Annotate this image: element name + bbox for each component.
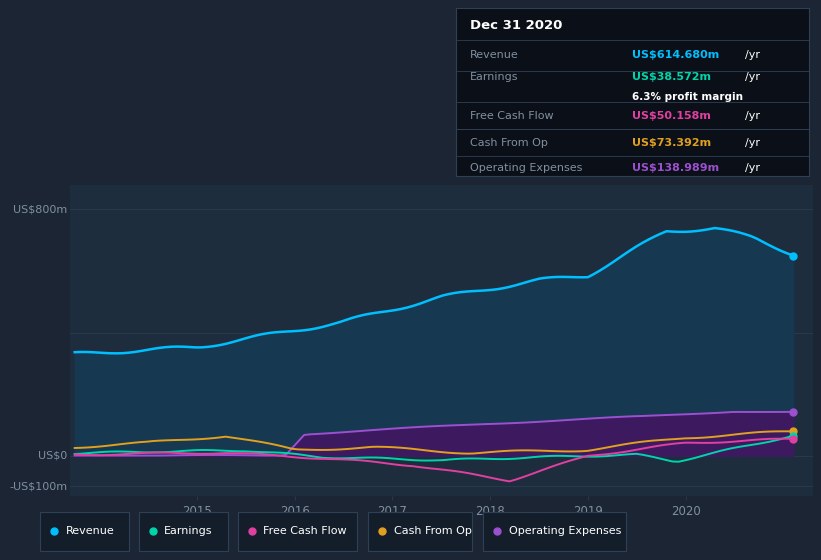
Text: Cash From Op: Cash From Op [470,138,548,148]
Text: /yr: /yr [745,111,760,121]
FancyBboxPatch shape [139,512,227,550]
Text: US$138.989m: US$138.989m [632,163,719,173]
Text: US$50.158m: US$50.158m [632,111,711,121]
Text: Revenue: Revenue [470,50,519,59]
Text: Free Cash Flow: Free Cash Flow [470,111,553,121]
Text: /yr: /yr [745,50,760,59]
Text: US$38.572m: US$38.572m [632,72,711,82]
Text: /yr: /yr [745,138,760,148]
Text: Cash From Op: Cash From Op [393,526,471,535]
Text: -US$100m: -US$100m [9,482,67,491]
Text: US$0: US$0 [38,451,67,460]
Text: US$614.680m: US$614.680m [632,50,719,59]
FancyBboxPatch shape [483,512,626,550]
Text: US$73.392m: US$73.392m [632,138,711,148]
FancyBboxPatch shape [40,512,129,550]
Text: Free Cash Flow: Free Cash Flow [263,526,346,535]
Text: Operating Expenses: Operating Expenses [470,163,582,173]
Text: Earnings: Earnings [164,526,213,535]
Text: /yr: /yr [745,163,760,173]
FancyBboxPatch shape [237,512,357,550]
FancyBboxPatch shape [368,512,472,550]
Text: Revenue: Revenue [66,526,114,535]
Text: 6.3% profit margin: 6.3% profit margin [632,92,743,101]
Text: Operating Expenses: Operating Expenses [508,526,621,535]
Text: /yr: /yr [745,72,760,82]
Text: Earnings: Earnings [470,72,518,82]
Text: US$800m: US$800m [13,204,67,214]
Text: Dec 31 2020: Dec 31 2020 [470,18,562,32]
